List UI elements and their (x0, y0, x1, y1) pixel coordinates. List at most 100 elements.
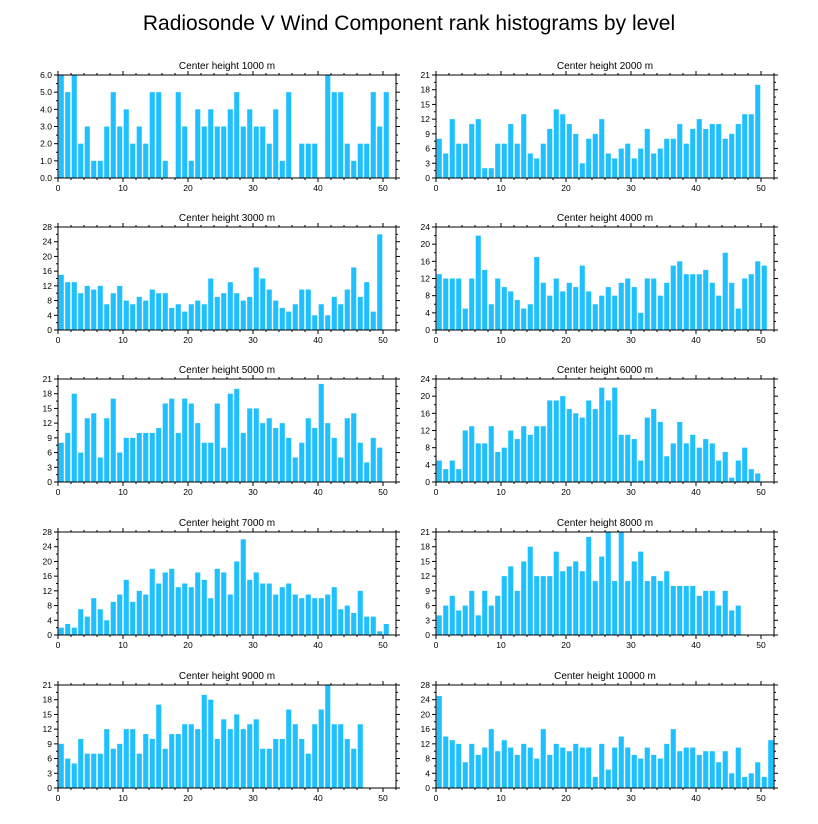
bar (338, 724, 344, 788)
x-tick-label: 40 (691, 335, 701, 345)
bar (547, 400, 553, 482)
bar (253, 719, 259, 788)
bar (195, 572, 201, 635)
bar (71, 763, 77, 788)
bar (156, 704, 162, 788)
bar (521, 114, 527, 178)
bar (175, 432, 181, 482)
bar (436, 460, 442, 482)
bar (91, 753, 97, 788)
bar (579, 747, 585, 788)
bar (534, 758, 540, 788)
x-tick-label: 10 (496, 793, 506, 803)
x-tick-label: 30 (248, 335, 258, 345)
bar (91, 598, 97, 635)
bar (534, 158, 540, 178)
bar (560, 114, 566, 178)
bar (657, 295, 663, 330)
bar (318, 709, 324, 788)
x-tick-label: 20 (561, 335, 571, 345)
y-tick-label: 4 (425, 308, 430, 318)
bar (449, 119, 455, 178)
bar (631, 439, 637, 482)
x-tick-label: 10 (496, 487, 506, 497)
bar (748, 469, 754, 483)
y-tick-label: 3.0 (40, 122, 52, 132)
bar (573, 561, 579, 635)
bar (221, 293, 227, 330)
y-tick-label: 0 (425, 477, 430, 487)
bar (208, 598, 214, 635)
bar (449, 740, 455, 788)
bar (221, 126, 227, 178)
bar (305, 753, 311, 788)
bar (260, 423, 266, 482)
bar (625, 278, 631, 330)
bar (208, 109, 214, 178)
bar (469, 743, 475, 788)
bar (188, 724, 194, 788)
bar (227, 109, 233, 178)
bar (97, 753, 103, 788)
bar (670, 138, 676, 178)
bar (130, 437, 136, 482)
bar (175, 304, 181, 330)
bar (110, 601, 116, 635)
bar (273, 738, 279, 788)
bar (735, 124, 741, 178)
bar (123, 300, 129, 330)
bar (709, 443, 715, 483)
bar (279, 307, 285, 330)
bar (214, 403, 220, 482)
y-tick-label: 24 (43, 237, 53, 247)
bar (156, 92, 162, 178)
bar (162, 572, 168, 635)
bar (65, 92, 71, 178)
bar (703, 128, 709, 178)
bar (351, 413, 357, 482)
bar (214, 568, 220, 635)
x-tick-label: 50 (756, 183, 766, 193)
bar (534, 426, 540, 482)
bar (266, 583, 272, 635)
bar (65, 432, 71, 482)
y-tick-label: 1.0 (40, 156, 52, 166)
bar (664, 743, 670, 788)
bar (540, 576, 546, 635)
bar (299, 738, 305, 788)
bar (579, 265, 585, 331)
bar (71, 75, 77, 178)
bar (456, 143, 462, 178)
bar (625, 747, 631, 788)
bar (169, 307, 175, 330)
bar (599, 743, 605, 788)
bar (540, 143, 546, 178)
bar (253, 572, 259, 635)
bar (670, 585, 676, 635)
panel-title: Center height 10000 m (554, 671, 656, 682)
bar (651, 576, 657, 635)
bar (755, 84, 761, 178)
panel-6: Center height 6000 m 0 4 8 12 16 20 24 0 10 20 30 40… (421, 365, 778, 497)
bar (573, 133, 579, 178)
y-tick-label: 8 (47, 601, 52, 611)
bar (488, 426, 494, 482)
y-tick-label: 21 (43, 374, 53, 384)
y-tick-label: 8 (425, 443, 430, 453)
bar (299, 289, 305, 330)
bar (253, 126, 259, 178)
bar (722, 751, 728, 788)
bar (664, 138, 670, 178)
y-tick-label: 12 (421, 739, 431, 749)
bar (449, 278, 455, 330)
bar (592, 776, 598, 788)
bar (195, 423, 201, 482)
bar (377, 234, 383, 330)
bar (305, 143, 311, 178)
bar (482, 269, 488, 330)
bar (351, 267, 357, 330)
bar (436, 696, 442, 788)
bar (540, 426, 546, 482)
bar (331, 296, 337, 330)
bar (540, 282, 546, 330)
